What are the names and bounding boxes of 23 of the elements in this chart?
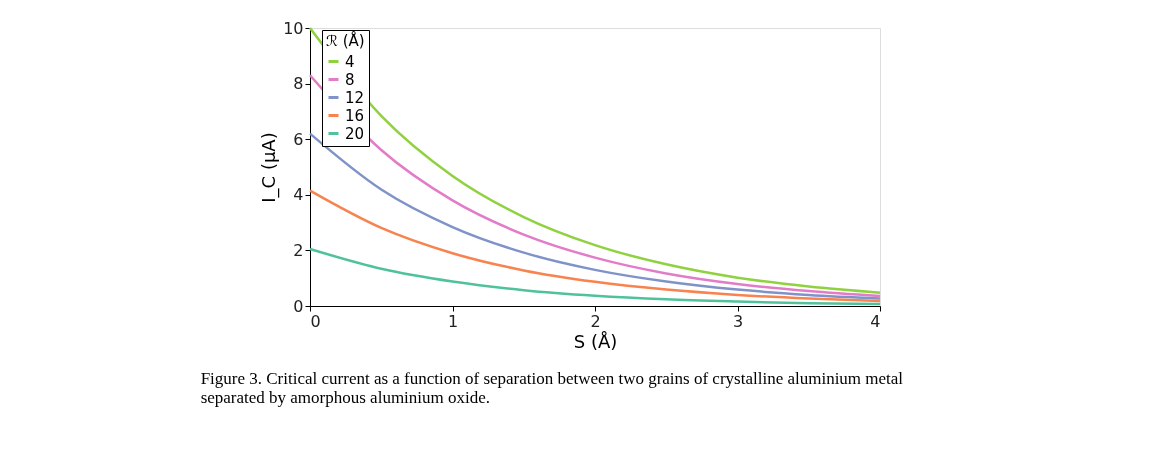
- y-tick-label: 4: [293, 185, 304, 205]
- x-tick-label: 3: [732, 311, 744, 331]
- legend-label: 4: [345, 52, 355, 71]
- x-tick-label: 0: [310, 311, 321, 331]
- x-tick-label: 4: [870, 311, 881, 331]
- y-tick-label: 10: [283, 18, 304, 38]
- line-series: [308, 26, 882, 294]
- x-axis-title: S (Å): [573, 330, 618, 352]
- y-axis-title: I_C (μA): [258, 132, 281, 203]
- line-series: [308, 189, 882, 303]
- y-tick-label: 0: [293, 296, 304, 316]
- y-tick-label: 6: [293, 129, 304, 149]
- y-tick-label: 8: [293, 74, 304, 94]
- legend-label: 12: [345, 88, 365, 107]
- line-series: [308, 74, 882, 298]
- y-tick-label: 2: [293, 240, 304, 260]
- legend-label: 8: [345, 70, 355, 89]
- legend-label: 20: [345, 124, 365, 143]
- legend-title: ℛ (Å): [326, 31, 365, 50]
- x-tick-label: 1: [447, 311, 459, 331]
- caption: Figure 3. Critical current as a function of separation between two grains of crystalline aluminium metal separated by amorphous aluminium oxide.: [200, 369, 904, 407]
- legend-label: 16: [345, 106, 365, 125]
- x-tick-label: 2: [590, 311, 601, 331]
